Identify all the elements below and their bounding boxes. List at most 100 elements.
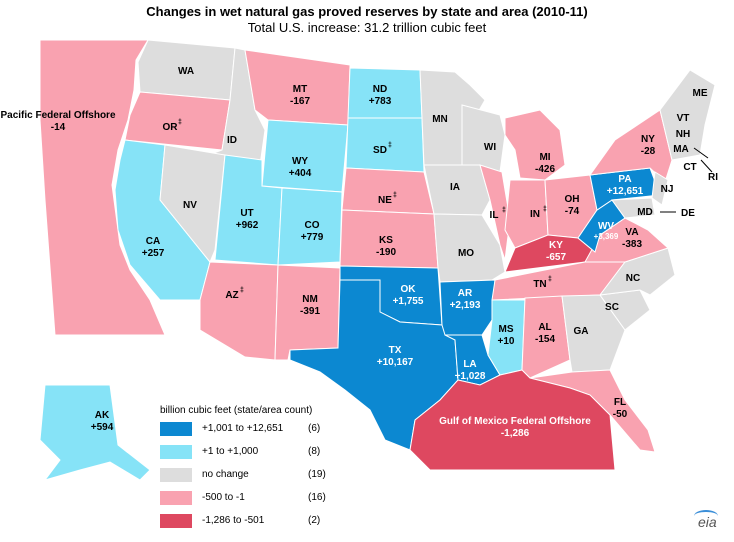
legend-swatch bbox=[160, 514, 192, 528]
label-mi-value: -426 bbox=[535, 164, 555, 175]
label-tx-value: +10,167 bbox=[377, 357, 414, 368]
region-or bbox=[124, 91, 231, 151]
label-ky-value: -657 bbox=[546, 252, 566, 263]
label-oh-name: OH bbox=[565, 194, 580, 205]
label-co-name: CO bbox=[305, 220, 320, 231]
eia-logo-arc bbox=[694, 510, 718, 522]
legend-swatch bbox=[160, 491, 192, 505]
label-pa-value: +12,651 bbox=[607, 186, 644, 197]
label-pa-name: PA bbox=[618, 174, 631, 185]
label-sc: SC bbox=[605, 302, 619, 313]
label-la-value: +1,028 bbox=[455, 371, 486, 382]
label-vt: VT bbox=[677, 113, 690, 124]
label-ri: RI bbox=[708, 172, 718, 183]
legend-range: -1,286 to -501 bbox=[202, 515, 265, 526]
region-il bbox=[479, 164, 511, 261]
label-fl-value: -50 bbox=[613, 409, 628, 420]
map-title: Changes in wet natural gas proved reserv… bbox=[146, 4, 588, 19]
legend-range: -500 to -1 bbox=[202, 492, 245, 503]
region-al bbox=[521, 295, 571, 379]
legend-count: (6) bbox=[308, 423, 321, 434]
label-mi-name: MI bbox=[539, 152, 550, 163]
label-co-value: +779 bbox=[301, 232, 324, 243]
region-wi bbox=[461, 104, 506, 173]
label-ms-name: MS bbox=[499, 324, 514, 335]
label-gulf-value: -1,286 bbox=[501, 428, 530, 439]
legend-item: -500 to -1 (16) bbox=[160, 491, 360, 514]
label-sd-footnote: ‡ bbox=[388, 142, 392, 149]
label-ak-value: +594 bbox=[91, 422, 114, 433]
label-ca-value: +257 bbox=[142, 248, 165, 259]
label-ne-footnote: ‡ bbox=[393, 192, 397, 199]
label-ar-name: AR bbox=[458, 288, 473, 299]
label-ut-value: +962 bbox=[236, 220, 259, 231]
legend-swatch bbox=[160, 468, 192, 482]
legend: billion cubic feet (state/area count) +1… bbox=[160, 405, 360, 537]
label-in-footnote: ‡ bbox=[543, 206, 547, 213]
region-nj bbox=[651, 171, 669, 206]
label-ar-value: +2,193 bbox=[450, 300, 481, 311]
label-ut-name: UT bbox=[240, 208, 253, 219]
eia-logo: eia bbox=[698, 514, 717, 530]
label-tx-name: TX bbox=[389, 345, 402, 356]
label-wy-name: WY bbox=[292, 156, 308, 167]
label-ne: NE bbox=[378, 195, 392, 206]
label-nj: NJ bbox=[661, 184, 674, 195]
label-wv-value: +3,369 bbox=[594, 232, 619, 241]
legend-range: +1,001 to +12,651 bbox=[202, 423, 284, 434]
legend-item: -1,286 to -501 (2) bbox=[160, 514, 360, 537]
label-id: ID bbox=[227, 135, 237, 146]
label-ky-name: KY bbox=[549, 240, 563, 251]
label-fl-name: FL bbox=[614, 397, 626, 408]
label-ok-value: +1,755 bbox=[393, 296, 424, 307]
label-pacific-name: Pacific Federal Offshore bbox=[0, 110, 115, 121]
label-ks-name: KS bbox=[379, 235, 393, 246]
region-ak bbox=[39, 384, 151, 481]
label-or: OR bbox=[163, 122, 179, 133]
label-mn: MN bbox=[432, 114, 448, 125]
label-il: IL bbox=[490, 210, 499, 221]
label-nd-value: +783 bbox=[369, 96, 392, 107]
leader-lines bbox=[660, 147, 713, 213]
region-nv bbox=[159, 144, 226, 263]
legend-item: +1,001 to +12,651 (6) bbox=[160, 422, 360, 445]
label-or-footnote: ‡ bbox=[178, 119, 182, 126]
label-ct: CT bbox=[683, 162, 696, 173]
legend-count: (8) bbox=[308, 446, 321, 457]
label-nh: NH bbox=[676, 129, 690, 140]
label-de: DE bbox=[681, 208, 695, 219]
region-new-england bbox=[659, 69, 716, 161]
label-in: IN bbox=[530, 209, 540, 220]
label-mo: MO bbox=[458, 248, 474, 259]
label-oh-value: -74 bbox=[565, 206, 580, 217]
label-nm-value: -391 bbox=[300, 306, 320, 317]
legend-swatch bbox=[160, 445, 192, 459]
legend-range: no change bbox=[202, 469, 249, 480]
label-nm-name: NM bbox=[302, 294, 318, 305]
legend-range: +1 to +1,000 bbox=[202, 446, 259, 457]
label-wi: WI bbox=[484, 142, 496, 153]
label-nc: NC bbox=[626, 273, 640, 284]
legend-title: billion cubic feet (state/area count) bbox=[160, 405, 313, 416]
label-pacific-value: -14 bbox=[51, 122, 66, 133]
label-mt-value: -167 bbox=[290, 96, 310, 107]
label-az-footnote: ‡ bbox=[240, 287, 244, 294]
label-ok-name: OK bbox=[401, 284, 417, 295]
label-ak-name: AK bbox=[95, 410, 110, 421]
label-va-value: -383 bbox=[622, 239, 642, 250]
label-me: ME bbox=[693, 88, 708, 99]
label-tn-footnote: ‡ bbox=[548, 276, 552, 283]
label-va-name: VA bbox=[625, 227, 638, 238]
label-gulf-name: Gulf of Mexico Federal Offshore bbox=[439, 416, 591, 427]
region-md bbox=[611, 197, 656, 219]
label-nv: NV bbox=[183, 200, 197, 211]
label-ga: GA bbox=[574, 326, 589, 337]
label-ms-value: +10 bbox=[498, 336, 515, 347]
label-il-footnote: ‡ bbox=[502, 207, 506, 214]
region-az bbox=[199, 261, 279, 361]
label-nd-name: ND bbox=[373, 84, 387, 95]
label-ny-value: -28 bbox=[641, 146, 656, 157]
legend-count: (16) bbox=[308, 492, 326, 503]
label-ma: MA bbox=[673, 144, 689, 155]
legend-item: no change (19) bbox=[160, 468, 360, 491]
